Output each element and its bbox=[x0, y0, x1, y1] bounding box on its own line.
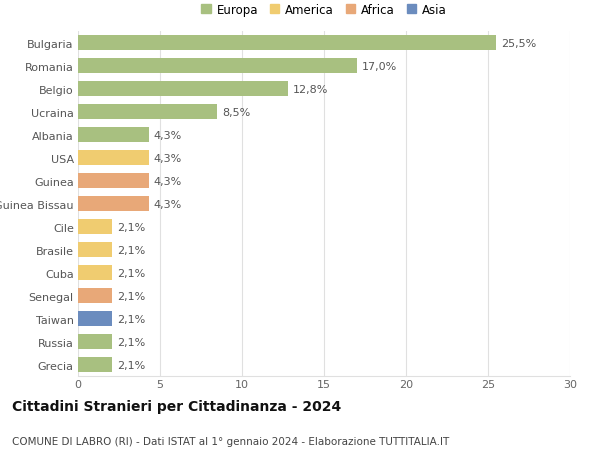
Bar bbox=[78, 243, 112, 257]
Text: 2,1%: 2,1% bbox=[118, 360, 146, 370]
Text: 17,0%: 17,0% bbox=[362, 62, 397, 72]
Bar bbox=[78, 82, 288, 97]
Text: 2,1%: 2,1% bbox=[118, 337, 146, 347]
Text: 2,1%: 2,1% bbox=[118, 245, 146, 255]
Text: 2,1%: 2,1% bbox=[118, 222, 146, 232]
Text: 4,3%: 4,3% bbox=[154, 153, 182, 163]
Bar bbox=[78, 335, 112, 349]
Text: 4,3%: 4,3% bbox=[154, 176, 182, 186]
Text: 25,5%: 25,5% bbox=[501, 39, 536, 49]
Bar bbox=[78, 312, 112, 326]
Text: 8,5%: 8,5% bbox=[223, 107, 251, 118]
Bar bbox=[78, 289, 112, 303]
Bar bbox=[78, 59, 357, 74]
Text: 4,3%: 4,3% bbox=[154, 130, 182, 140]
Bar bbox=[78, 358, 112, 372]
Legend: Europa, America, Africa, Asia: Europa, America, Africa, Asia bbox=[201, 4, 447, 17]
Bar bbox=[78, 151, 149, 166]
Bar bbox=[78, 197, 149, 212]
Bar bbox=[78, 105, 217, 120]
Bar bbox=[78, 128, 149, 143]
Text: Cittadini Stranieri per Cittadinanza - 2024: Cittadini Stranieri per Cittadinanza - 2… bbox=[12, 399, 341, 413]
Text: 2,1%: 2,1% bbox=[118, 291, 146, 301]
Text: 2,1%: 2,1% bbox=[118, 268, 146, 278]
Bar bbox=[78, 174, 149, 189]
Bar bbox=[78, 266, 112, 280]
Text: 12,8%: 12,8% bbox=[293, 84, 328, 95]
Bar bbox=[78, 36, 496, 51]
Text: COMUNE DI LABRO (RI) - Dati ISTAT al 1° gennaio 2024 - Elaborazione TUTTITALIA.I: COMUNE DI LABRO (RI) - Dati ISTAT al 1° … bbox=[12, 436, 449, 446]
Text: 4,3%: 4,3% bbox=[154, 199, 182, 209]
Bar bbox=[78, 220, 112, 235]
Text: 2,1%: 2,1% bbox=[118, 314, 146, 324]
